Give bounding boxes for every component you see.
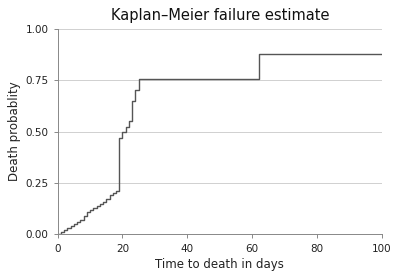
Title: Kaplan–Meier failure estimate: Kaplan–Meier failure estimate: [110, 8, 329, 23]
Y-axis label: Death probablity: Death probablity: [8, 82, 21, 181]
X-axis label: Time to death in days: Time to death in days: [155, 258, 284, 271]
